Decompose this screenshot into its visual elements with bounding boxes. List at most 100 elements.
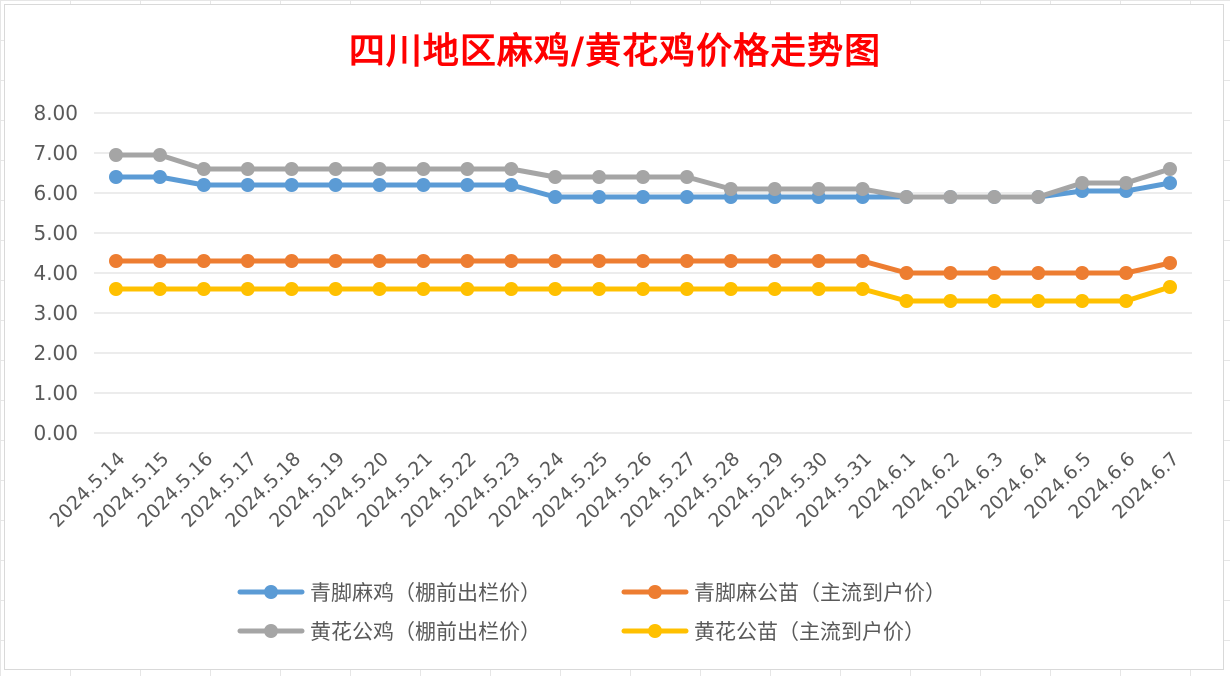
data-point xyxy=(284,254,299,268)
data-point xyxy=(679,190,694,204)
data-point xyxy=(1119,266,1134,280)
data-point xyxy=(504,254,519,268)
data-point xyxy=(855,282,870,296)
data-point xyxy=(943,266,958,280)
data-point xyxy=(943,294,958,308)
data-point xyxy=(1075,176,1090,190)
legend-label: 黄花公苗（主流到户价） xyxy=(694,620,925,644)
data-point xyxy=(372,282,387,296)
data-point xyxy=(1075,294,1090,308)
data-point xyxy=(636,282,650,296)
data-point xyxy=(548,190,563,204)
data-point xyxy=(899,190,914,204)
data-point xyxy=(679,170,694,184)
legend-swatch-marker xyxy=(264,585,278,599)
data-point xyxy=(1163,162,1177,176)
legend-swatch-marker xyxy=(648,624,662,638)
data-point xyxy=(987,294,1002,308)
y-tick-label: 0.00 xyxy=(33,421,78,445)
data-point xyxy=(1119,294,1134,308)
data-point xyxy=(636,190,650,204)
data-point xyxy=(548,254,563,268)
data-point xyxy=(196,282,211,296)
data-point xyxy=(196,178,211,192)
data-point xyxy=(240,282,255,296)
data-point xyxy=(460,162,475,176)
data-point xyxy=(1031,294,1046,308)
legend-item: 黄花公苗（主流到户价） xyxy=(621,620,925,644)
data-point xyxy=(372,178,387,192)
data-point xyxy=(592,170,607,184)
data-point xyxy=(548,282,563,296)
data-point xyxy=(240,254,255,268)
data-point xyxy=(636,254,650,268)
data-point xyxy=(284,282,299,296)
data-point xyxy=(811,182,826,196)
data-point xyxy=(987,266,1002,280)
legend-item: 青脚麻公苗（主流到户价） xyxy=(621,581,946,605)
data-point xyxy=(987,190,1002,204)
data-point xyxy=(723,282,738,296)
data-point xyxy=(899,294,914,308)
data-point xyxy=(504,282,519,296)
y-tick-label: 8.00 xyxy=(33,101,78,125)
data-point xyxy=(1119,176,1134,190)
data-point xyxy=(372,162,387,176)
legend-label: 青脚麻公苗（主流到户价） xyxy=(694,581,946,605)
legend-item: 黄花公鸡（棚前出栏价） xyxy=(237,620,541,644)
data-point xyxy=(636,170,650,184)
data-point xyxy=(811,254,826,268)
data-point xyxy=(284,162,299,176)
chart-title: 四川地区麻鸡/黄花鸡价格走势图 xyxy=(348,30,882,72)
data-point xyxy=(943,190,958,204)
legend-label: 黄花公鸡（棚前出栏价） xyxy=(310,620,541,644)
data-point xyxy=(152,170,167,184)
data-point xyxy=(504,162,519,176)
data-point xyxy=(811,282,826,296)
data-point xyxy=(328,162,343,176)
data-point xyxy=(109,282,123,296)
data-point xyxy=(328,254,343,268)
data-point xyxy=(723,254,738,268)
data-point xyxy=(328,282,343,296)
data-point xyxy=(899,266,914,280)
data-point xyxy=(152,148,167,162)
data-point xyxy=(855,254,870,268)
data-point xyxy=(284,178,299,192)
legend: 青脚麻鸡（棚前出栏价） 青脚麻公苗（主流到户价） 黄花公鸡（棚前出栏价） 黄花公苗（主… xyxy=(237,581,946,644)
data-point xyxy=(592,282,607,296)
data-point xyxy=(679,282,694,296)
data-point xyxy=(152,254,167,268)
legend-item: 青脚麻鸡（棚前出栏价） xyxy=(237,581,541,605)
data-point xyxy=(767,282,782,296)
data-point xyxy=(416,162,431,176)
data-point xyxy=(767,254,782,268)
legend-swatch-marker xyxy=(648,585,662,599)
data-point xyxy=(109,148,123,162)
data-point xyxy=(328,178,343,192)
data-point xyxy=(152,282,167,296)
data-point xyxy=(460,254,475,268)
data-point xyxy=(1163,176,1177,190)
chart-frame xyxy=(4,4,1224,670)
data-point xyxy=(109,170,123,184)
data-point xyxy=(196,254,211,268)
y-tick-label: 6.00 xyxy=(33,181,78,205)
data-point xyxy=(416,254,431,268)
series-2 xyxy=(109,254,1177,280)
series-group xyxy=(109,148,1177,308)
data-point xyxy=(548,170,563,184)
data-point xyxy=(1075,266,1090,280)
data-point xyxy=(460,282,475,296)
y-tick-label: 2.00 xyxy=(33,341,78,365)
legend-label: 青脚麻鸡（棚前出栏价） xyxy=(310,581,541,605)
x-axis-tick-labels: 2024.5.142024.5.152024.5.162024.5.172024… xyxy=(46,448,1184,532)
data-point xyxy=(240,178,255,192)
data-point xyxy=(372,254,387,268)
data-point xyxy=(1163,256,1177,270)
data-point xyxy=(109,254,123,268)
data-point xyxy=(504,178,519,192)
series-3 xyxy=(109,148,1177,204)
